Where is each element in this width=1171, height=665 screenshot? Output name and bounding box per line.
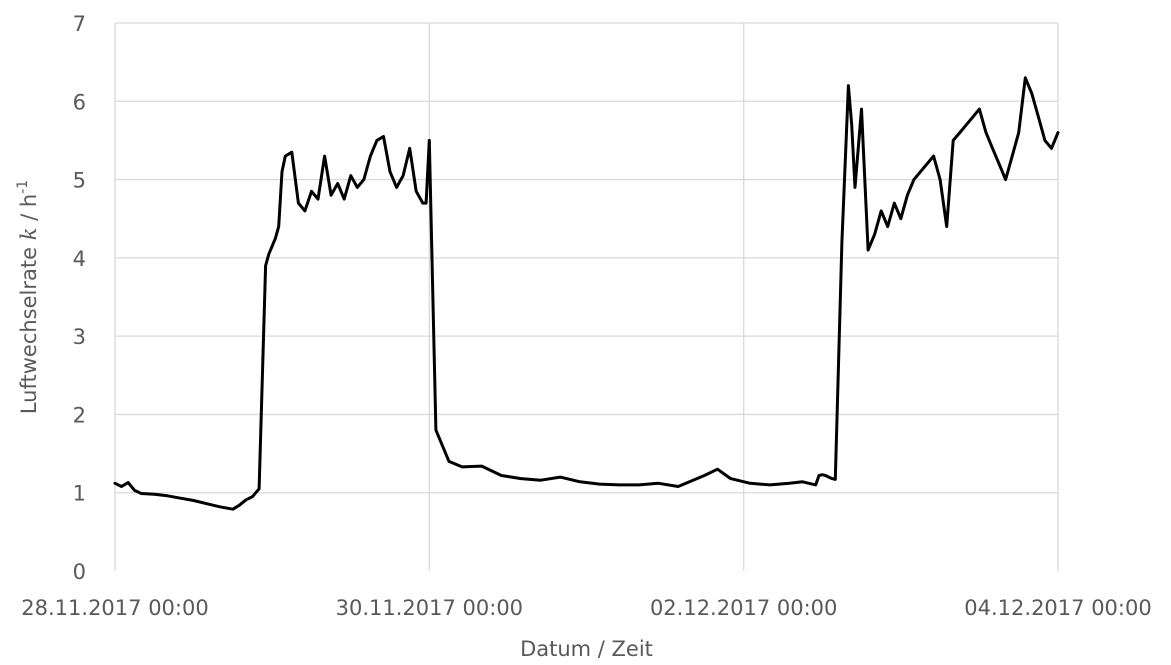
x-tick-label: 30.11.2017 00:00 bbox=[336, 596, 523, 620]
y-axis-title-prefix: Luftwechselrate bbox=[17, 240, 41, 414]
series-line bbox=[113, 76, 1060, 511]
series-layer bbox=[113, 76, 1060, 511]
y-tick-label: 6 bbox=[73, 90, 86, 114]
x-tick-label: 28.11.2017 00:00 bbox=[21, 596, 208, 620]
y-tick-label: 2 bbox=[73, 403, 86, 427]
gridlines bbox=[114, 22, 1059, 571]
x-axis-title: Datum / Zeit bbox=[520, 637, 653, 661]
y-axis-title: Luftwechselrate k / h-1 bbox=[15, 180, 41, 414]
y-tick-label: 5 bbox=[73, 169, 86, 193]
y-tick-labels: 0 1 2 3 4 5 6 7 bbox=[73, 12, 86, 584]
y-axis-title-middle: / h bbox=[17, 194, 41, 228]
x-tick-label: 04.12.2017 00:00 bbox=[964, 596, 1151, 620]
y-tick-label: 3 bbox=[73, 325, 86, 349]
y-tick-label: 0 bbox=[73, 560, 86, 584]
x-tick-label: 02.12.2017 00:00 bbox=[650, 596, 837, 620]
y-tick-label: 1 bbox=[73, 482, 86, 506]
x-tick-labels: 28.11.2017 00:00 30.11.2017 00:00 02.12.20… bbox=[21, 596, 1151, 620]
y-axis-title-superscript: -1 bbox=[15, 180, 31, 194]
y-tick-label: 7 bbox=[73, 12, 86, 36]
y-axis-title-symbol: k bbox=[17, 228, 41, 241]
y-tick-label: 4 bbox=[73, 247, 86, 271]
